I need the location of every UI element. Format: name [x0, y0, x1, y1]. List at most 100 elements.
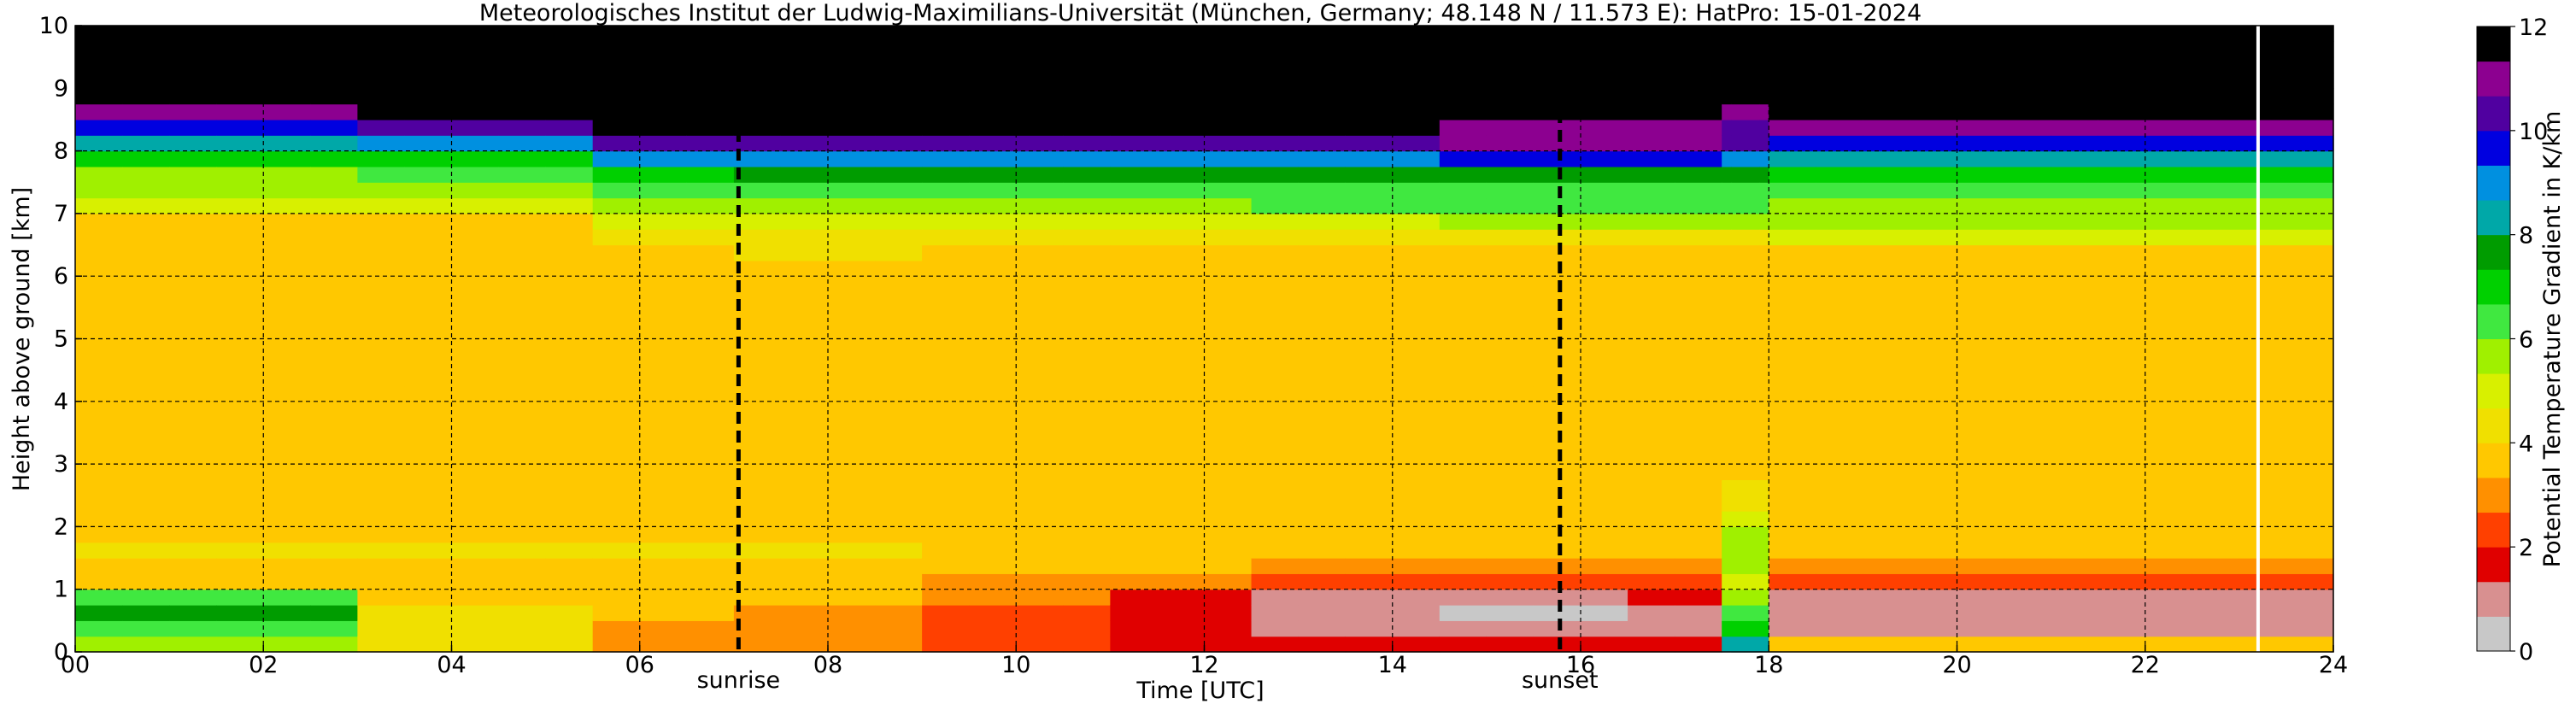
heatmap-cell: [2145, 244, 2193, 261]
heatmap-cell: [2286, 213, 2334, 230]
heatmap-cell: [169, 354, 217, 371]
heatmap-cell: [2098, 495, 2146, 512]
heatmap-cell: [1063, 72, 1111, 89]
heatmap-cell: [1345, 103, 1394, 120]
heatmap-cell: [1063, 542, 1111, 559]
heatmap-cell: [1957, 197, 2005, 214]
heatmap-cell: [686, 135, 735, 152]
heatmap-cell: [2239, 464, 2287, 481]
heatmap-cell: [2051, 135, 2099, 152]
heatmap-cell: [1910, 291, 1958, 308]
x-tick-label: 16: [1566, 652, 1595, 678]
heatmap-cell: [592, 558, 641, 574]
heatmap-cell: [498, 558, 547, 574]
heatmap-cell: [1675, 526, 1722, 543]
heatmap-cell: [969, 135, 1017, 152]
heatmap-cell: [2004, 620, 2052, 637]
heatmap-cell: [1533, 636, 1581, 653]
heatmap-cell: [922, 526, 970, 543]
heatmap-cells: [75, 26, 2334, 653]
heatmap-cell: [1439, 307, 1488, 324]
heatmap-cell: [357, 26, 406, 42]
heatmap-cell: [639, 448, 688, 465]
heatmap-cell: [1439, 323, 1488, 340]
heatmap-cell: [2098, 260, 2146, 277]
heatmap-cell: [2051, 119, 2099, 136]
heatmap-cell: [357, 213, 406, 230]
heatmap-cell: [969, 479, 1017, 496]
heatmap-cell: [1110, 26, 1159, 42]
heatmap-cell: [75, 479, 123, 496]
heatmap-cell: [1439, 511, 1488, 527]
heatmap-cell: [922, 119, 970, 136]
heatmap-cell: [686, 464, 735, 481]
heatmap-cell: [1016, 589, 1064, 606]
heatmap-cell: [969, 370, 1017, 387]
heatmap-cell: [2192, 41, 2240, 58]
heatmap-cell: [828, 558, 876, 574]
heatmap-cell: [357, 495, 406, 512]
heatmap-cell: [1486, 338, 1534, 355]
heatmap-cell: [1063, 511, 1111, 527]
heatmap-cell: [451, 119, 500, 136]
heatmap-cell: [1731, 401, 1760, 418]
heatmap-cell: [1157, 432, 1206, 449]
heatmap-cell: [2239, 370, 2287, 387]
heatmap-cell: [1345, 307, 1394, 324]
heatmap-cell: [1204, 636, 1253, 653]
heatmap-cell: [1863, 432, 1911, 449]
heatmap-cell: [263, 103, 311, 120]
heatmap-cell: [404, 495, 453, 512]
heatmap-cell: [592, 229, 641, 246]
x-axis-label: Time [UTC]: [1135, 678, 1264, 704]
heatmap-cell: [1110, 213, 1159, 230]
heatmap-cell: [1251, 213, 1300, 230]
heatmap-cell: [310, 354, 358, 371]
heatmap-cell: [310, 72, 358, 89]
heatmap-cell: [1063, 229, 1111, 246]
heatmap-cell: [1392, 244, 1441, 261]
heatmap-cell: [1731, 150, 1760, 167]
heatmap-cell: [592, 370, 641, 387]
heatmap-cell: [1910, 636, 1958, 653]
heatmap-cell: [733, 197, 782, 214]
heatmap-cell: [1439, 150, 1488, 167]
heatmap-cell: [1251, 229, 1300, 246]
heatmap-cell: [1816, 636, 1863, 653]
heatmap-cell: [780, 72, 829, 89]
heatmap-cell: [1863, 213, 1911, 230]
heatmap-cell: [1863, 135, 1911, 152]
heatmap-cell: [498, 135, 547, 152]
heatmap-cell: [1628, 511, 1675, 527]
heatmap-cell: [1016, 620, 1064, 637]
heatmap-cell: [969, 182, 1017, 199]
heatmap-cell: [1581, 166, 1628, 183]
heatmap-cell: [2286, 495, 2334, 512]
heatmap-cell: [1110, 260, 1159, 277]
heatmap-cell: [2192, 479, 2240, 496]
heatmap-cell: [2145, 56, 2193, 73]
heatmap-cell: [1439, 276, 1488, 293]
heatmap-cell: [1816, 260, 1863, 277]
heatmap-cell: [1533, 213, 1581, 230]
heatmap-cell: [733, 166, 782, 183]
heatmap-cell: [1816, 307, 1863, 324]
heatmap-cell: [1392, 182, 1441, 199]
heatmap-cell: [780, 636, 829, 653]
heatmap-cell: [545, 511, 594, 527]
heatmap-cell: [2239, 636, 2287, 653]
heatmap-cell: [1910, 103, 1958, 120]
heatmap-cell: [498, 354, 547, 371]
heatmap-cell: [686, 370, 735, 387]
heatmap-cell: [216, 464, 264, 481]
heatmap-cell: [1298, 229, 1347, 246]
x-tick-label: 20: [1942, 652, 1971, 678]
heatmap-cell: [451, 385, 500, 402]
heatmap-cell: [1533, 166, 1581, 183]
heatmap-cell: [1816, 338, 1863, 355]
heatmap-cell: [357, 166, 406, 183]
heatmap-cell: [1910, 495, 1958, 512]
heatmap-cell: [545, 417, 594, 434]
heatmap-cell: [1251, 88, 1300, 105]
